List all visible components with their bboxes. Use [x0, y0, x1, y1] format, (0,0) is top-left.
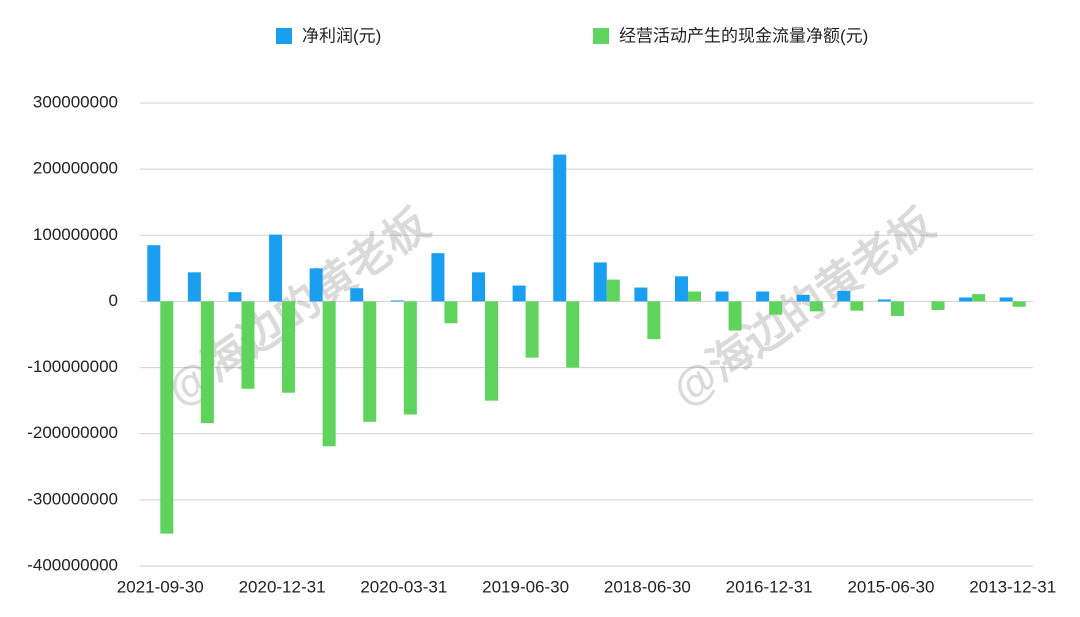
- bar: [634, 287, 648, 302]
- bar: [350, 288, 364, 302]
- bar: [269, 234, 283, 302]
- watermark: @海边的黄老板: [159, 200, 439, 416]
- bar: [715, 291, 729, 302]
- bar: [972, 294, 986, 302]
- bar: [931, 301, 945, 311]
- bar: [147, 245, 161, 302]
- x-tick-label: 2016-12-31: [726, 577, 813, 596]
- bar: [241, 301, 255, 389]
- bar: [282, 301, 296, 393]
- legend-swatch: [593, 28, 609, 44]
- bar: [796, 294, 810, 302]
- legend-label: 净利润(元): [302, 26, 381, 45]
- bar: [390, 300, 404, 302]
- bar: [959, 297, 973, 302]
- y-tick-label: 300000000: [33, 92, 118, 111]
- bar: [553, 154, 567, 302]
- bar: [431, 253, 445, 302]
- bar: [160, 301, 174, 534]
- y-tick-label: -100000000: [27, 357, 118, 376]
- bar: [606, 279, 620, 302]
- x-tick-label: 2021-09-30: [117, 577, 204, 596]
- bar: [444, 301, 458, 324]
- bar: [512, 285, 526, 302]
- bar: [363, 301, 377, 422]
- bar: [1012, 301, 1026, 307]
- bar: [877, 299, 891, 302]
- bar: [525, 301, 539, 358]
- bar: [674, 276, 688, 302]
- bar: [187, 272, 201, 302]
- y-tick-label: -300000000: [27, 489, 118, 508]
- y-tick-label: 200000000: [33, 159, 118, 178]
- legend-label: 经营活动产生的现金流量净额(元): [619, 26, 868, 45]
- x-tick-label: 2019-06-30: [482, 577, 569, 596]
- x-tick-label: 2018-06-30: [604, 577, 691, 596]
- bar: [850, 301, 864, 311]
- y-tick-label: 100000000: [33, 225, 118, 244]
- bar: [756, 291, 770, 302]
- bar: [566, 301, 580, 368]
- bar: [309, 268, 323, 302]
- bar: [228, 292, 242, 302]
- y-tick-label: 0: [109, 291, 118, 310]
- x-tick-label: 2013-12-31: [969, 577, 1056, 596]
- bar: [322, 301, 336, 447]
- x-tick-label: 2020-03-31: [360, 577, 447, 596]
- legend-swatch: [276, 28, 292, 44]
- bar: [647, 301, 661, 340]
- y-tick-label: -200000000: [27, 423, 118, 442]
- bar: [809, 301, 823, 312]
- bar: [485, 301, 499, 401]
- x-tick-label: 2015-06-30: [847, 577, 934, 596]
- bar: [200, 301, 214, 424]
- bar: [593, 262, 607, 302]
- bar: [890, 301, 904, 316]
- bar: [769, 301, 783, 315]
- bar: [687, 291, 701, 302]
- bar: [999, 297, 1013, 302]
- bar: [728, 301, 742, 331]
- bar: [472, 272, 486, 302]
- bar: [837, 290, 851, 302]
- x-tick-label: 2020-12-31: [239, 577, 326, 596]
- bar: [403, 301, 417, 415]
- y-tick-label: -400000000: [27, 555, 118, 574]
